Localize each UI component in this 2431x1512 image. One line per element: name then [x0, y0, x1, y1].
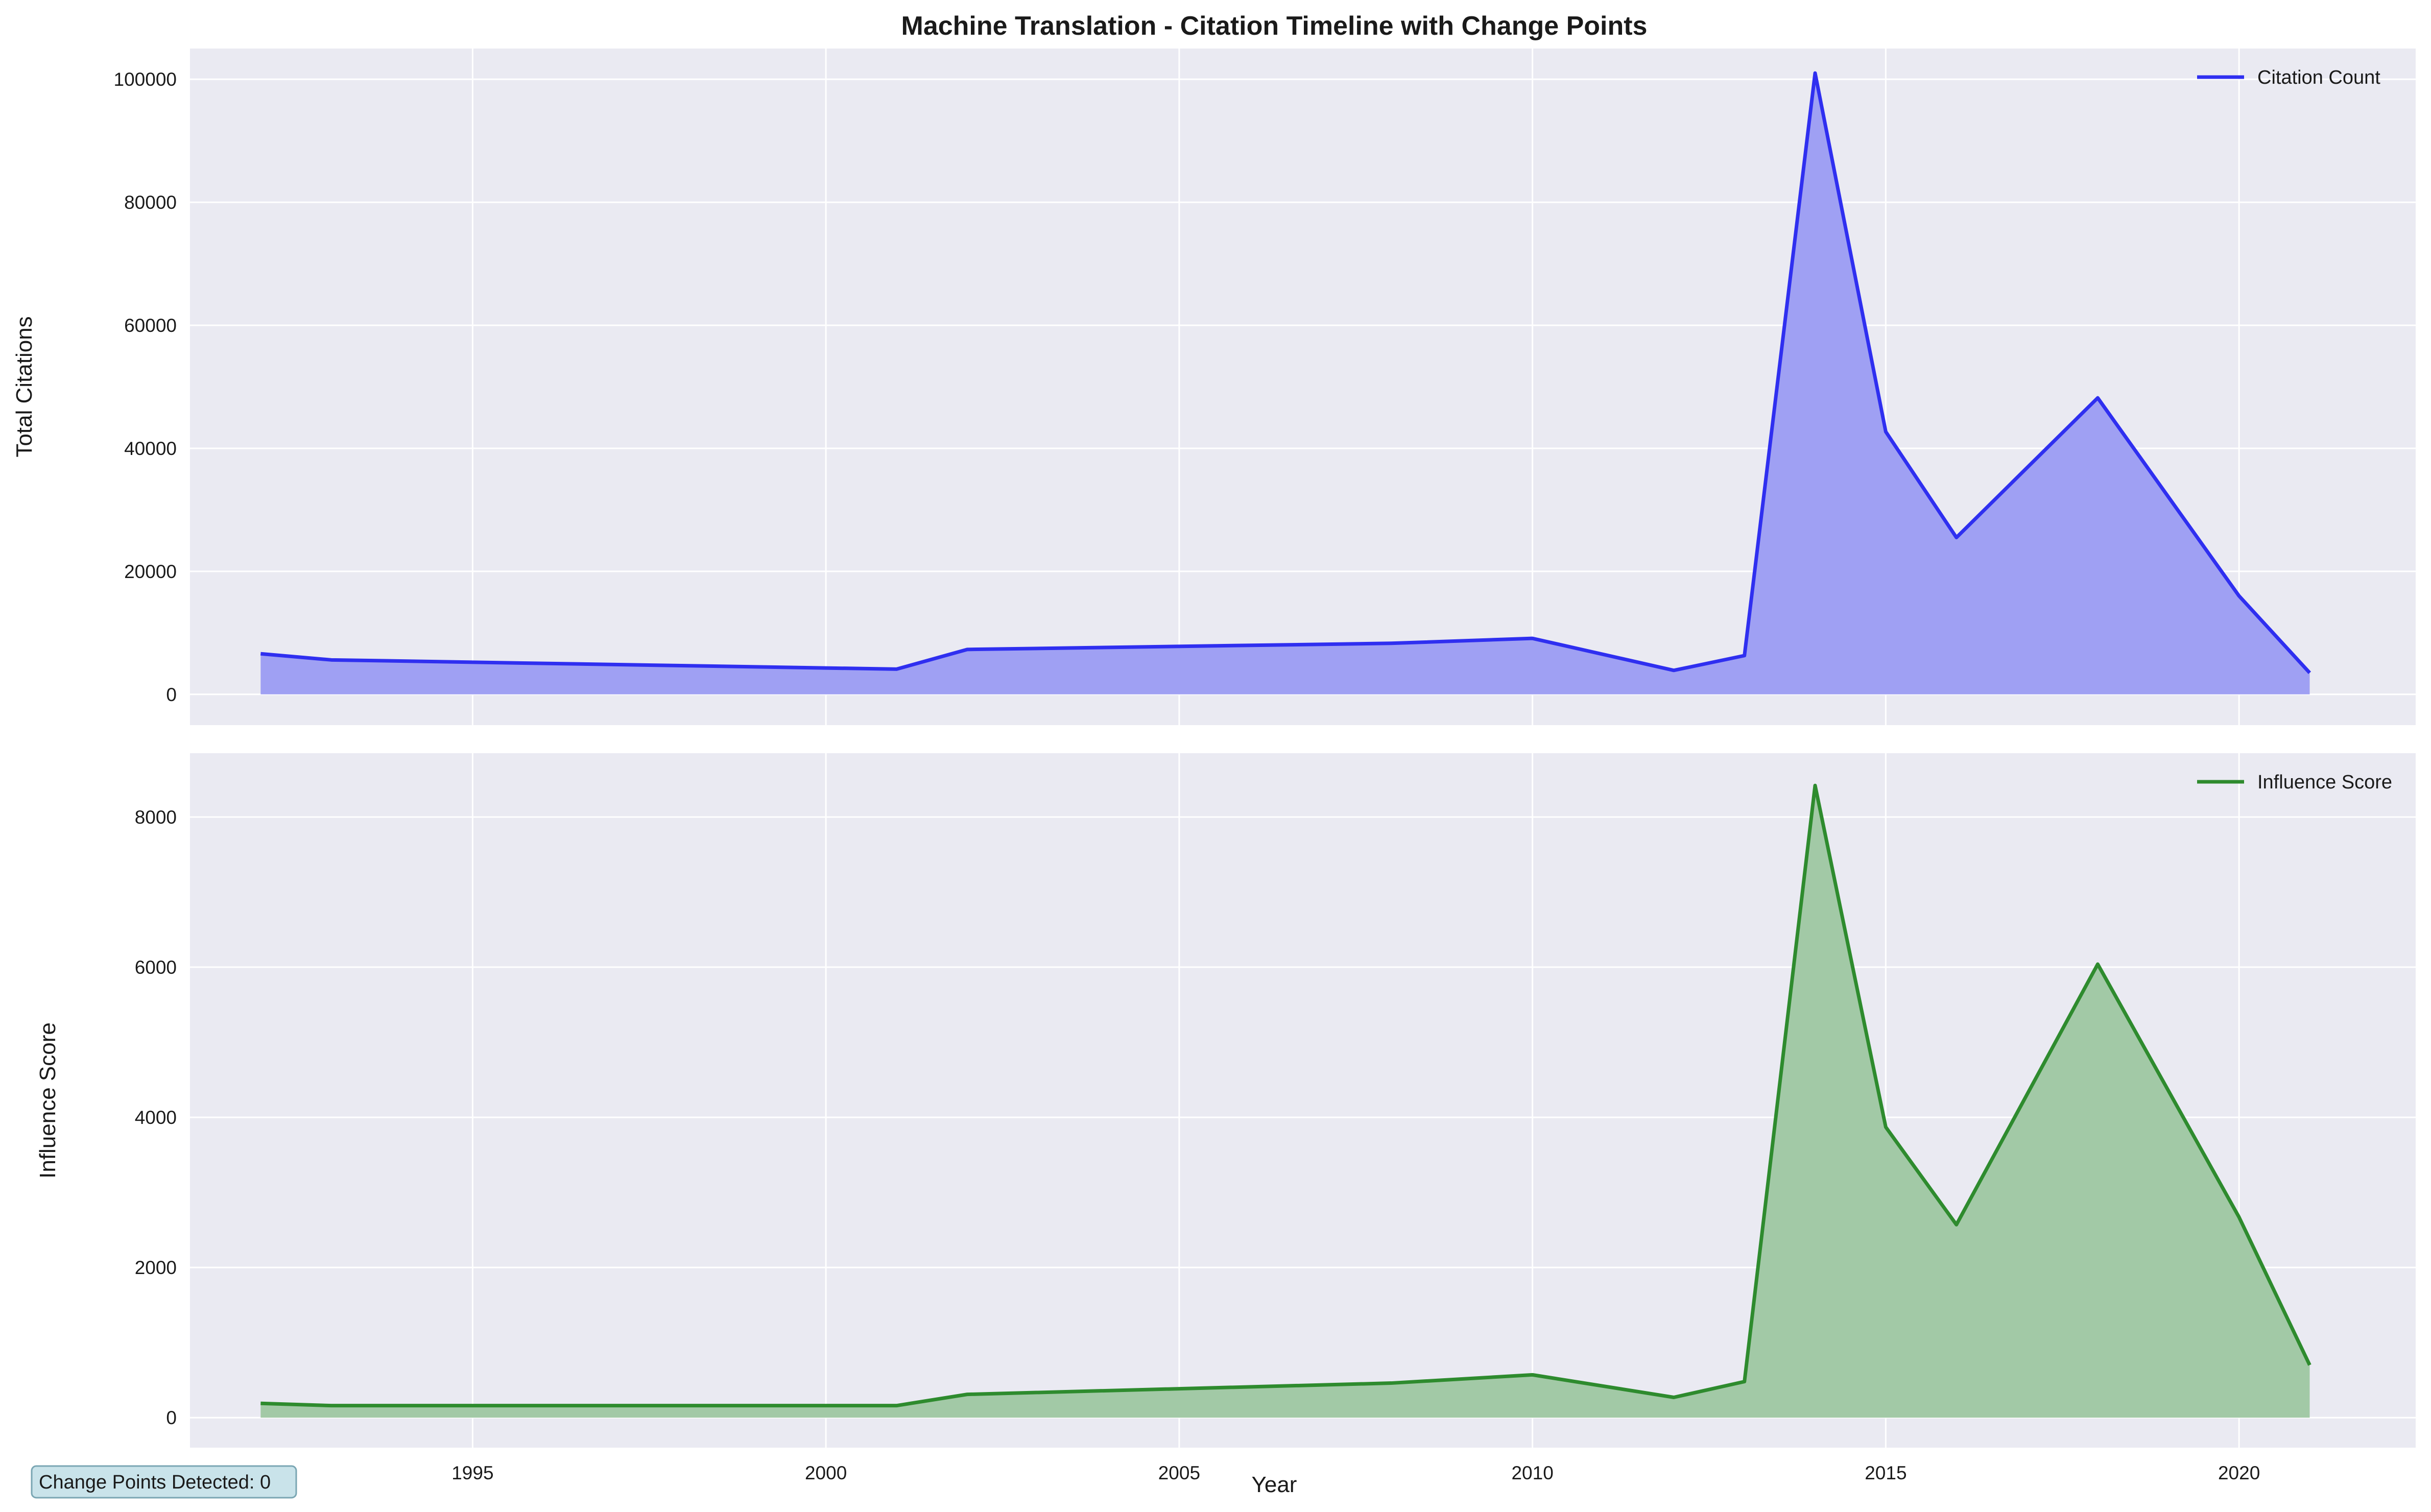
- x-tick-label: 2000: [805, 1462, 847, 1483]
- y-tick-label: 8000: [135, 807, 177, 828]
- y-axis-label: Influence Score: [35, 1022, 60, 1179]
- x-tick-label: 1995: [451, 1462, 493, 1483]
- legend-label: Influence Score: [2257, 772, 2392, 793]
- annotation-text: Change Points Detected: 0: [39, 1472, 271, 1493]
- x-axis-label: Year: [1252, 1472, 1297, 1497]
- legend-label: Citation Count: [2257, 67, 2380, 88]
- y-tick-label: 0: [166, 684, 177, 705]
- panel-2: 0 2000 4000 6000 8000 1995 2000 2005 2010 2015 202…: [35, 753, 2416, 1483]
- x-tick-label: 2010: [1511, 1462, 1553, 1483]
- y-tick-label: 80000: [124, 192, 177, 213]
- y-tick-label: 60000: [124, 315, 177, 336]
- panel-1: 0 20000 40000 60000 80000 100000 Total Citatio…: [12, 49, 2416, 725]
- series-line: [260, 71, 2311, 674]
- y-tick-label: 20000: [124, 561, 177, 582]
- y-tick-label: 100000: [114, 69, 177, 90]
- annotation-box: [31, 1465, 297, 1499]
- y-tick-label: 40000: [124, 438, 177, 459]
- y-tick-label: 4000: [135, 1107, 177, 1128]
- y-tick-label: 0: [166, 1407, 177, 1428]
- y-axis-label: Total Citations: [12, 316, 37, 457]
- chart-title: Machine Translation - Citation Timeline …: [901, 11, 1648, 41]
- x-tick-label: 2005: [1158, 1462, 1200, 1483]
- series-line: [260, 783, 2311, 1408]
- y-tick-label: 6000: [135, 957, 177, 978]
- y-tick-label: 2000: [135, 1257, 177, 1278]
- x-tick-label: 2015: [1865, 1462, 1906, 1483]
- x-tick-label: 2020: [2218, 1462, 2260, 1483]
- change-points-annotation: Change Points Detected: 0: [31, 1465, 297, 1499]
